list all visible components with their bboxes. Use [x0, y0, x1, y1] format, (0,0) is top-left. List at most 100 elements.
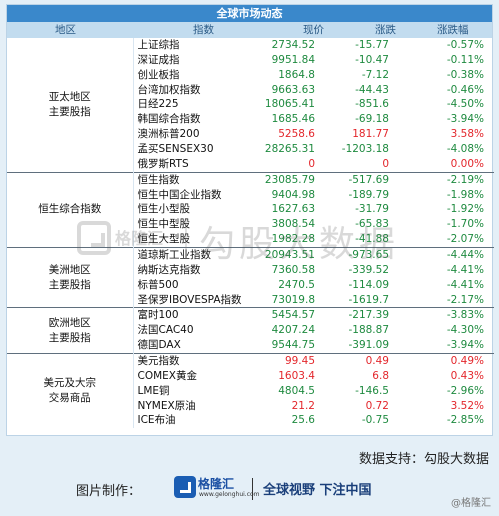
region-label-line: 美元及大宗: [43, 377, 97, 390]
table-row: 深证成指 9951.84 -10.47 -0.11%: [7, 53, 494, 68]
index-change-pct: -1.98%: [446, 188, 484, 201]
table-row: 恒生中型股 3808.54 -65.83 -1.70%: [7, 217, 494, 232]
header-price: 现价: [303, 24, 324, 36]
index-change: -65.83: [355, 218, 389, 231]
index-change: -15.77: [355, 39, 389, 51]
index-change-pct: 3.58%: [450, 128, 484, 141]
table-row: NYMEX原油 21.2 0.72 3.52%: [7, 399, 494, 414]
index-price: 21.2: [291, 399, 315, 412]
region-label-line: 主要股指: [48, 331, 91, 344]
index-change-pct: -4.08%: [446, 143, 484, 156]
index-price: 99.45: [251, 353, 321, 369]
index-price: 9544.75: [271, 339, 315, 352]
table-row: ICE布油 25.6 -0.75 -2.85%: [7, 413, 494, 428]
region-label: 恒生综合指数: [7, 171, 134, 248]
index-change: -973.65: [321, 247, 397, 263]
index-name: 上证综指: [137, 39, 180, 51]
table-row: 圣保罗IBOVESPA指数 73019.8 -1619.7 -2.17%: [7, 293, 494, 308]
region-label: 欧洲地区 主要股指: [7, 307, 134, 354]
table-row: 创业板指 1864.8 -7.12 -0.38%: [7, 68, 494, 83]
index-name: 俄罗斯RTS: [137, 157, 189, 170]
table-row: 恒生小型股 1627.63 -31.79 -1.92%: [7, 202, 494, 217]
header-index: 指数: [193, 24, 214, 36]
index-change: -517.69: [321, 171, 397, 188]
index-change: -0.75: [361, 414, 389, 427]
index-price: 2470.5: [278, 278, 315, 291]
index-change-pct: -2.17%: [446, 293, 484, 306]
index-name: 美元指数: [133, 353, 251, 369]
index-change: -10.47: [355, 53, 389, 66]
index-price: 1864.8: [278, 68, 315, 81]
index-price: 1627.63: [271, 203, 315, 216]
table-row: 恒生综合指数 恒生指数 23085.79 -517.69 -2.19%: [7, 171, 494, 248]
table-row: LME铜 4804.5 -146.5 -2.96%: [7, 384, 494, 399]
index-change-pct: -2.96%: [446, 384, 484, 397]
table-header: 地区 指数 现价 涨跌 涨跌幅: [7, 22, 492, 38]
index-price: 4207.24: [271, 324, 315, 337]
index-change: 6.8: [372, 369, 389, 382]
region-label-line: 主要股指: [48, 105, 91, 118]
index-change: -31.79: [355, 203, 389, 216]
table-row: 台湾加权指数 9663.63 -44.43 -0.46%: [7, 83, 494, 98]
region-label-line: 主要股指: [48, 278, 91, 291]
index-change: -339.52: [348, 263, 389, 276]
index-name: 富时100: [133, 307, 251, 324]
index-price: 20943.51: [251, 247, 321, 263]
index-name: 深证成指: [137, 53, 180, 66]
footer-divider: [252, 478, 253, 500]
index-change-pct: 0.00%: [450, 157, 484, 170]
index-change: -188.87: [348, 324, 389, 337]
index-price: 1982.28: [271, 233, 315, 246]
region-label: 亚太地区 主要股指: [7, 38, 134, 173]
index-name: 标普500: [137, 278, 179, 291]
footer-brand: 格隆汇: [198, 477, 235, 491]
table-row: 法国CAC40 4207.24 -188.87 -4.30%: [7, 323, 494, 338]
index-name: ICE布油: [137, 414, 176, 427]
index-change-pct: -4.50%: [446, 98, 484, 111]
index-name: 日经225: [137, 98, 179, 111]
gelonghui-logo-icon: [174, 476, 196, 498]
index-price: 0: [308, 157, 315, 170]
index-name: 恒生大型股: [137, 233, 191, 246]
region-label: 美元及大宗 交易商品: [7, 353, 134, 429]
index-change-pct: -0.11%: [446, 53, 484, 66]
index-name: 道琼斯工业指数: [133, 247, 251, 263]
index-change: -7.12: [361, 68, 389, 81]
index-change-pct: -4.30%: [446, 324, 484, 337]
index-price: 9951.84: [271, 53, 315, 66]
index-name: 韩国综合指数: [137, 113, 201, 126]
index-name: 孟买SENSEX30: [137, 143, 214, 156]
index-name: 德国DAX: [137, 339, 181, 352]
table-row: 俄罗斯RTS 0 0 0.00%: [7, 157, 494, 172]
index-price: 5258.6: [278, 128, 315, 141]
region-label-line: 亚太地区: [48, 90, 91, 103]
footer: 图片制作： 格隆汇 www.gelonghui.com 全球视野 下注中国 @格…: [0, 470, 499, 510]
data-source: 数据支持：勾股大数据: [358, 452, 489, 467]
index-name: 澳洲标普200: [137, 128, 200, 141]
table-row: 亚太地区 主要股指 上证综指 2734.52 -15.77 -0.57%: [7, 38, 494, 173]
index-change-pct: -0.57%: [446, 39, 484, 51]
index-change: -41.88: [355, 233, 389, 246]
table-row: 纳斯达克指数 7360.58 -339.52 -4.41%: [7, 263, 494, 278]
index-price: 1603.4: [278, 369, 315, 382]
index-price: 18065.41: [264, 98, 315, 111]
index-change: 0.72: [365, 399, 389, 412]
index-name: 圣保罗IBOVESPA指数: [137, 293, 242, 306]
index-change: -44.43: [355, 83, 389, 96]
index-change: -189.79: [348, 188, 389, 201]
table-row: 美洲地区 主要股指 道琼斯工业指数 20943.51 -973.65 -4.44%: [7, 247, 494, 308]
index-name: NYMEX原油: [137, 399, 196, 412]
footer-credit: @格隆汇: [451, 498, 491, 509]
market-table: 亚太地区 主要股指 上证综指 2734.52 -15.77 -0.57% 深证成指 9951.…: [7, 38, 494, 429]
index-change-pct: -0.46%: [446, 83, 484, 96]
index-price: 9404.98: [271, 188, 315, 201]
table-row: 澳洲标普200 5258.6 181.77 3.58%: [7, 127, 494, 142]
market-table-panel: 全球市场动态 地区 指数 现价 涨跌 涨跌幅 亚太地区 主要股指 上证综指 2734.…: [6, 4, 494, 436]
footer-url: www.gelonghui.com: [199, 491, 260, 498]
footer-slogan: 全球视野 下注中国: [263, 483, 372, 498]
index-change: 0.49: [321, 353, 397, 369]
index-name: 台湾加权指数: [137, 83, 201, 96]
index-change: -146.5: [355, 384, 389, 397]
index-change-pct: 0.49%: [397, 353, 494, 369]
index-price: 7360.58: [271, 263, 315, 276]
